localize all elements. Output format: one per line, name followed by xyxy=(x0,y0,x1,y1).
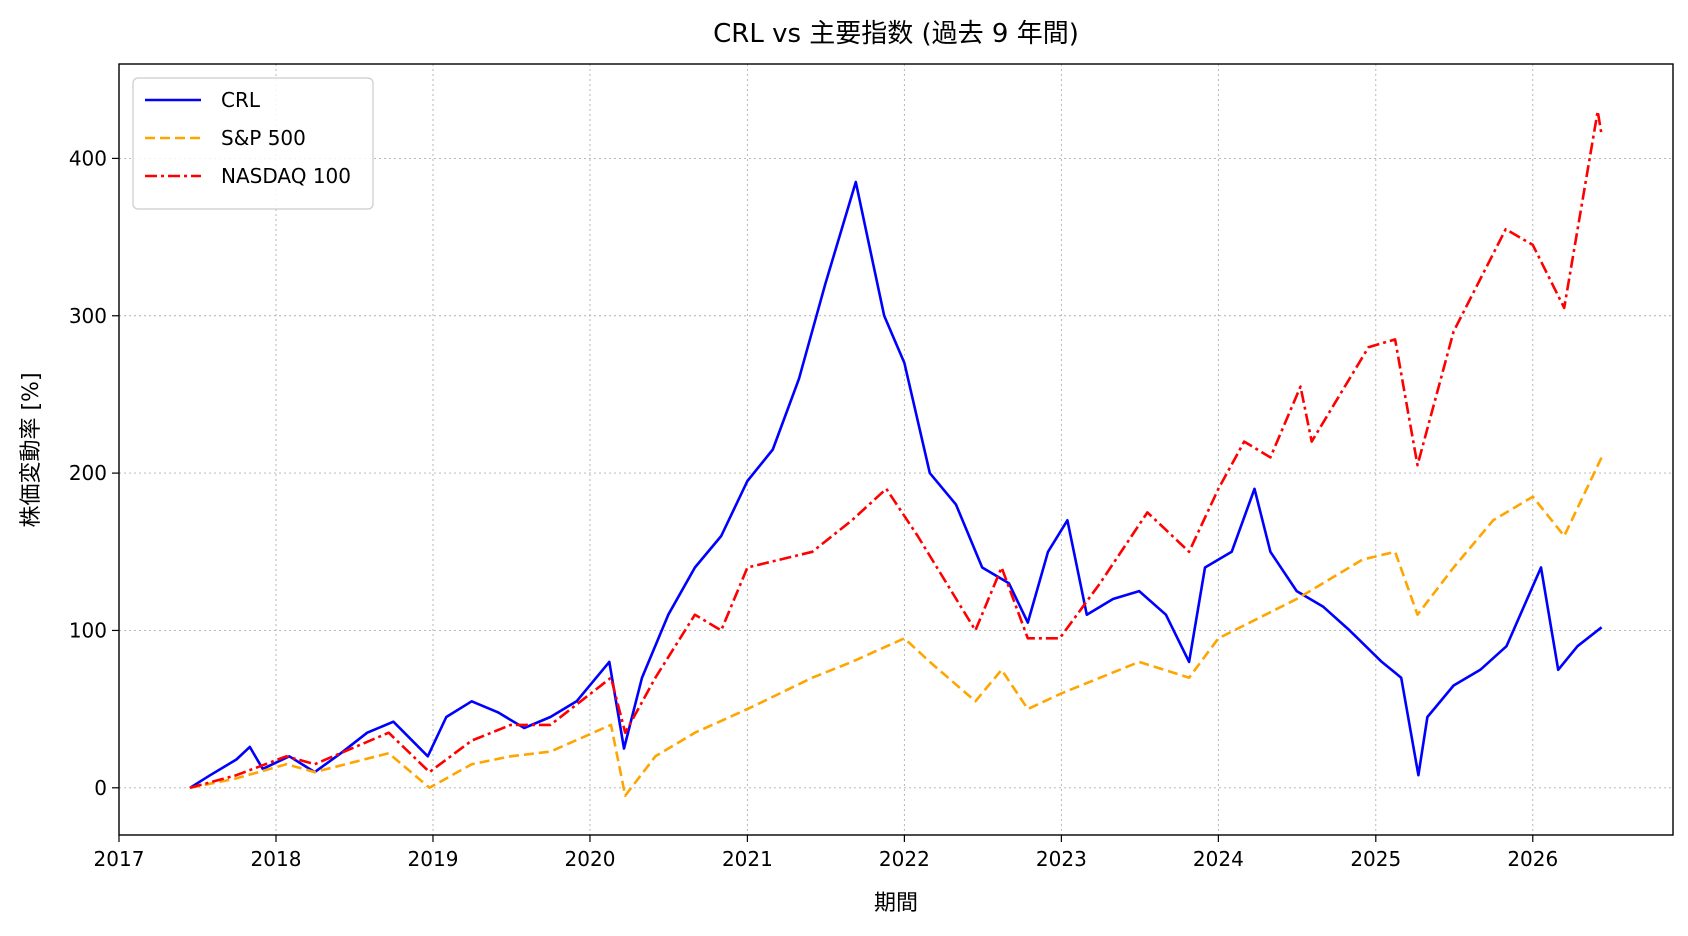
legend-label-s-p-500: S&P 500 xyxy=(221,126,306,150)
x-axis-ticks: 2017 2018 2019 2020 2021 2022 2023 2024 2025 2026 xyxy=(94,835,1558,871)
x-tick-label: 2018 xyxy=(251,847,302,871)
series-line-nasdaq-100 xyxy=(189,109,1603,790)
y-tick-label: 0 xyxy=(94,776,107,800)
y-tick-label: 400 xyxy=(69,146,107,170)
y-tick-label: 100 xyxy=(69,618,107,642)
x-tick-label: 2026 xyxy=(1507,847,1558,871)
plot-series xyxy=(189,109,1603,797)
series-line-crl xyxy=(189,180,1603,789)
legend: CRL S&P 500 NASDAQ 100 xyxy=(132,77,374,210)
series-line-s-p-500 xyxy=(189,456,1603,797)
x-axis-label: 期間 xyxy=(874,891,918,916)
x-tick-label: 2017 xyxy=(94,847,145,871)
legend-label-crl: CRL xyxy=(221,88,261,112)
x-tick-label: 2020 xyxy=(565,847,616,871)
plot-frame xyxy=(118,63,1674,836)
x-tick-label: 2023 xyxy=(1036,847,1087,871)
y-tick-label: 300 xyxy=(69,304,107,328)
x-tick-label: 2022 xyxy=(879,847,930,871)
x-tick-label: 2019 xyxy=(408,847,459,871)
y-axis-label: 株価変動率 [%] xyxy=(19,372,44,527)
x-tick-label: 2021 xyxy=(722,847,773,871)
legend-label-nasdaq-100: NASDAQ 100 xyxy=(221,164,351,188)
x-tick-label: 2025 xyxy=(1350,847,1401,871)
chart-title: CRL vs 主要指数 (過去 9 年間) xyxy=(713,19,1079,49)
y-axis-ticks: 0 100 200 300 400 xyxy=(69,146,119,800)
x-tick-label: 2024 xyxy=(1193,847,1244,871)
y-tick-label: 200 xyxy=(69,461,107,485)
